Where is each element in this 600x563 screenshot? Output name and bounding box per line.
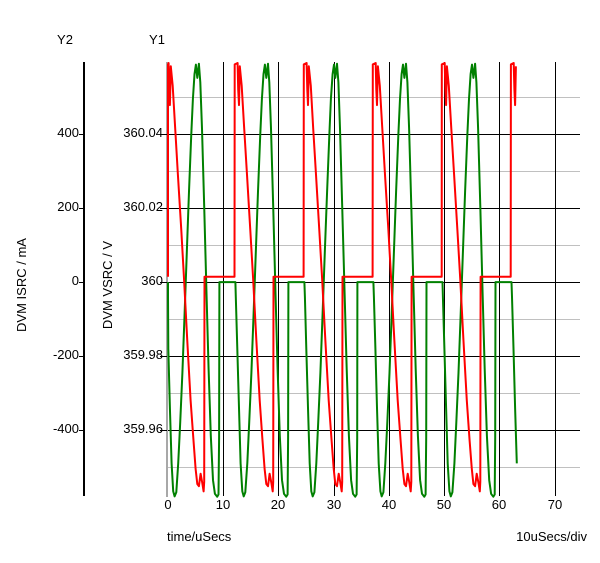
y2-tick-label: -200 [52,347,79,362]
y2-tick-label: 200 [57,199,79,214]
x-tick-label: 30 [326,497,342,512]
y1-tick-label: 359.96 [123,421,163,436]
x-tick-label: 60 [491,497,507,512]
y1-tick-label: 360 [141,273,163,288]
y2-tick-label: 0 [71,273,79,288]
dvm-isrc-trace [167,62,517,493]
x-tick-label: 40 [381,497,397,512]
y1-axis-name: Y1 [149,32,165,47]
y2-tick-label: 400 [57,125,79,140]
y2-axis-name: Y2 [57,32,73,47]
x-tick-label: 20 [270,497,286,512]
x-scale-note: 10uSecs/div [516,529,587,544]
x-tick-label: 0 [164,497,172,512]
x-axis-title: time/uSecs [167,529,232,544]
x-tick-label: 50 [436,497,452,512]
y2-tick-label: -400 [52,421,79,436]
y1-tick-label: 359.98 [123,347,163,362]
x-tick-label: 70 [547,497,563,512]
traces [167,62,518,498]
x-tick-label: 10 [215,497,231,512]
dvm-vsrc-trace [167,62,518,498]
grid-lines [168,62,580,496]
y1-tick-label: 360.02 [123,199,163,214]
y1-tick-label: 360.04 [123,125,163,140]
